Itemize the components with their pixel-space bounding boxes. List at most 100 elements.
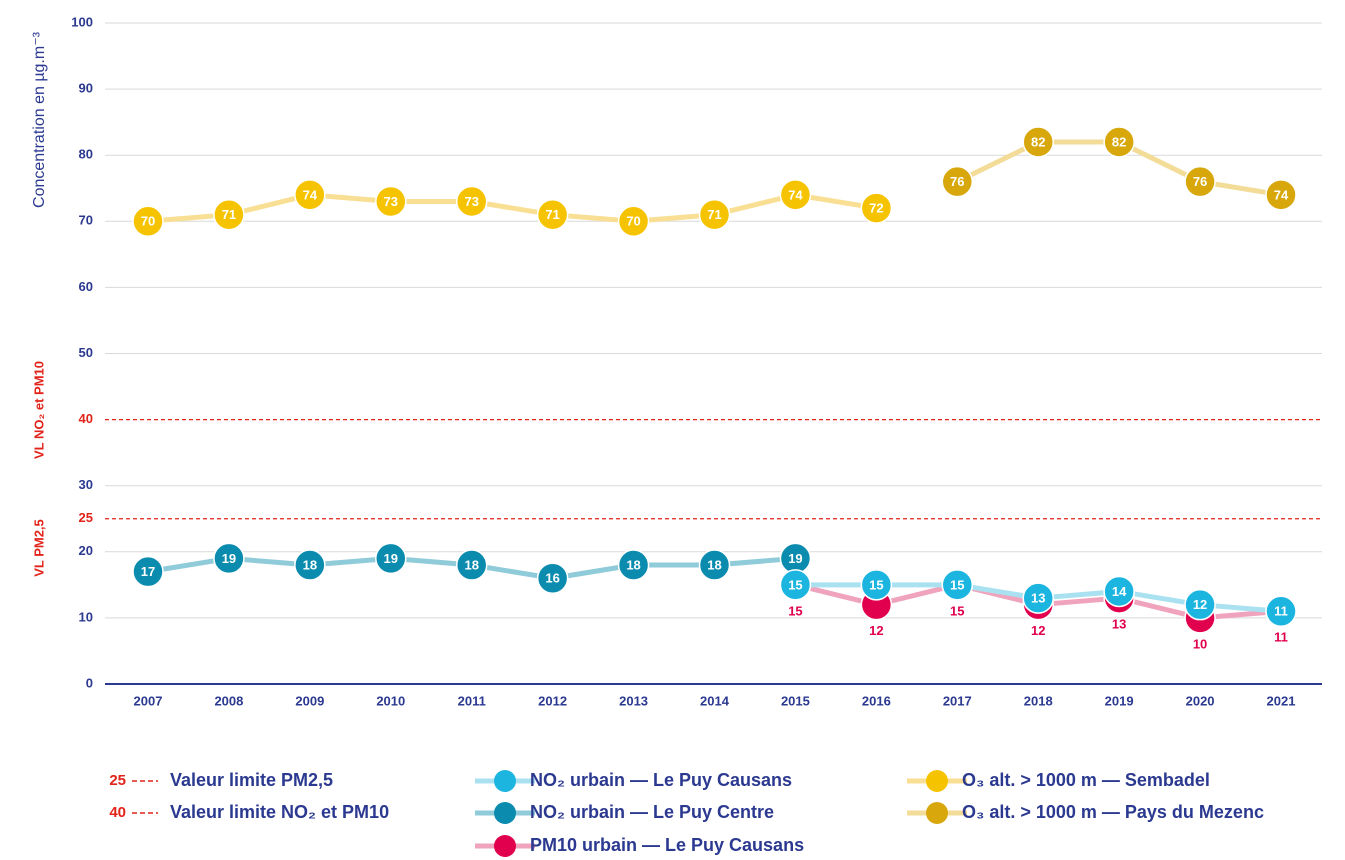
data-label: 73 <box>464 194 478 209</box>
legend-marker <box>926 802 948 824</box>
data-point <box>375 542 407 575</box>
data-point <box>698 198 731 231</box>
y-tick-label: 80 <box>79 147 93 162</box>
x-tick-label: 2011 <box>458 693 486 708</box>
data-label: 17 <box>141 564 155 579</box>
data-point <box>132 555 164 588</box>
legend-marker <box>494 835 516 857</box>
data-label: 12 <box>1193 597 1207 612</box>
data-label: 71 <box>545 207 559 222</box>
legend-marker <box>494 802 516 824</box>
y-tick-label: 40 <box>79 411 93 426</box>
data-label: 72 <box>869 201 883 216</box>
data-point <box>213 198 245 231</box>
data-point <box>860 192 893 224</box>
legend-value: 40 <box>109 804 126 821</box>
legend-marker <box>494 770 516 792</box>
data-label: 18 <box>626 557 640 572</box>
series-line <box>147 192 877 224</box>
data-point <box>294 179 326 211</box>
data-point <box>1184 588 1216 621</box>
legend-label: NO₂ urbain — Le Puy Causans <box>530 770 792 790</box>
x-tick-label: 2008 <box>214 693 243 708</box>
data-label: 70 <box>626 214 640 229</box>
data-point <box>779 179 812 211</box>
data-point <box>617 549 650 581</box>
data-label: 71 <box>222 207 236 222</box>
y-tick-label: 10 <box>79 609 93 624</box>
data-point <box>779 569 812 601</box>
data-point <box>536 198 569 231</box>
data-label: 13 <box>1112 617 1126 632</box>
y-tick-label: 20 <box>79 543 93 558</box>
x-tick-label: 2021 <box>1267 693 1296 708</box>
data-label: 16 <box>545 571 559 586</box>
y-tick-label: 60 <box>79 279 93 294</box>
data-label: 11 <box>1274 630 1288 645</box>
data-label: 71 <box>707 207 721 222</box>
data-point <box>1103 575 1135 608</box>
data-point <box>375 185 407 218</box>
data-label: 15 <box>788 577 802 592</box>
data-label: 11 <box>1274 604 1288 619</box>
data-label: 19 <box>788 551 802 566</box>
data-label: 74 <box>788 187 803 202</box>
data-label: 12 <box>1031 623 1045 638</box>
data-label: 13 <box>1031 591 1045 606</box>
legend-label: O₃ alt. > 1000 m — Sembadel <box>962 770 1210 790</box>
data-label: 15 <box>788 603 802 618</box>
data-label: 82 <box>1112 134 1126 149</box>
data-point <box>698 549 731 581</box>
x-tick-label: 2012 <box>538 693 567 708</box>
data-point <box>617 205 650 238</box>
data-label: 73 <box>384 194 398 209</box>
x-tick-label: 2019 <box>1105 693 1134 708</box>
data-label: 10 <box>1193 636 1207 651</box>
data-point <box>941 569 974 601</box>
data-label: 76 <box>950 174 964 189</box>
data-label: 12 <box>869 623 883 638</box>
data-label: 15 <box>950 603 964 618</box>
data-point <box>132 205 164 238</box>
x-tick-label: 2015 <box>781 693 810 708</box>
legend-value: 25 <box>109 772 126 789</box>
y-tick-label: 70 <box>79 213 93 228</box>
data-point <box>455 549 488 581</box>
data-point <box>1265 179 1297 211</box>
x-tick-label: 2017 <box>943 693 972 708</box>
y-tick-label: 25 <box>79 510 93 525</box>
legend-marker <box>926 770 948 792</box>
reference-label: VL NO₂ et PM10 <box>31 361 46 459</box>
legend-label: PM10 urbain — Le Puy Causans <box>530 835 804 855</box>
legend-label: Valeur limite NO₂ et PM10 <box>170 802 389 822</box>
data-point <box>294 549 326 581</box>
legend-label: Valeur limite PM2,5 <box>170 770 333 790</box>
data-point <box>1022 582 1054 614</box>
x-tick-label: 2009 <box>295 693 324 708</box>
x-tick-label: 2013 <box>619 693 648 708</box>
data-point <box>1265 595 1297 628</box>
data-point <box>455 185 488 218</box>
x-tick-label: 2016 <box>862 693 891 708</box>
data-point <box>941 165 974 198</box>
data-label: 19 <box>222 551 236 566</box>
x-tick-label: 2014 <box>700 693 730 708</box>
data-label: 14 <box>1112 584 1127 599</box>
y-tick-label: 50 <box>79 345 93 360</box>
data-label: 70 <box>141 214 155 229</box>
data-label: 76 <box>1193 174 1207 189</box>
y-tick-label: 30 <box>79 477 93 492</box>
x-tick-label: 2018 <box>1024 693 1053 708</box>
data-label: 82 <box>1031 134 1045 149</box>
data-label: 15 <box>869 577 883 592</box>
y-axis-label: Concentration en µg.m⁻³ <box>31 31 48 208</box>
data-point <box>536 562 569 594</box>
y-tick-label: 0 <box>86 675 93 690</box>
data-point <box>1184 165 1216 198</box>
data-point <box>860 569 893 601</box>
data-label: 15 <box>950 577 964 592</box>
reference-label: VL PM2,5 <box>31 519 46 577</box>
data-label: 18 <box>464 557 478 572</box>
data-point <box>213 542 245 575</box>
